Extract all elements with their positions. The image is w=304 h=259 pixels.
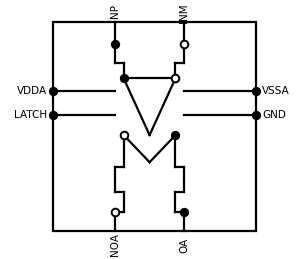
Text: OA: OA bbox=[179, 237, 189, 253]
Text: INM: INM bbox=[179, 3, 189, 23]
Text: NOA: NOA bbox=[110, 233, 120, 256]
Text: GND: GND bbox=[262, 110, 286, 120]
Bar bbox=[53, 21, 256, 231]
Text: VSSA: VSSA bbox=[262, 86, 290, 96]
Text: LATCH: LATCH bbox=[14, 110, 47, 120]
Text: INP: INP bbox=[110, 4, 120, 21]
Text: VDDA: VDDA bbox=[17, 86, 47, 96]
